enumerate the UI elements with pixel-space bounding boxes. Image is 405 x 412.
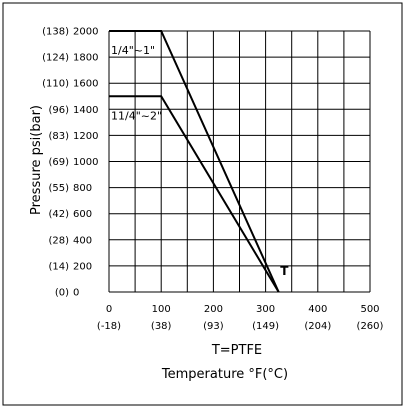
x-tick-label-c: (38) [151, 321, 172, 332]
y-tick-label-bar: (55) [48, 183, 69, 194]
x-tick-labels: 0 (-18) 100 (38) 200 (93) 300 (149) 400 (204) 500 (… [97, 304, 384, 332]
grid [108, 30, 371, 293]
x-tick-label-c: (-18) [97, 321, 121, 332]
series-lines [109, 30, 280, 293]
y-tick-label-psi: 400 [73, 235, 92, 246]
y-tick-label-psi: 800 [73, 183, 92, 194]
y-tick-label-psi: 1200 [73, 131, 98, 142]
x-tick-label-c: (93) [203, 321, 224, 332]
x-tick-label-f: 500 [360, 304, 379, 315]
y-tick-label-psi: 2000 [73, 27, 98, 38]
x-tick-label-c: (260) [357, 321, 384, 332]
y-tick-label-psi: 1400 [73, 105, 98, 116]
y-tick-label-psi: 200 [73, 261, 92, 272]
y-tick-label-bar: (69) [48, 157, 69, 168]
y-tick-label-psi: 1600 [73, 79, 98, 90]
x-tick-label-f: 100 [152, 304, 171, 315]
y-tick-label-bar: (28) [48, 235, 69, 246]
chart-subtitle: T=PTFE [211, 343, 262, 358]
y-tick-label-bar: (83) [48, 131, 69, 142]
series-line-2 [109, 95, 280, 293]
series-label-1: 1/4"~1" [111, 44, 155, 57]
x-tick-label-f: 300 [256, 304, 275, 315]
y-tick-label-bar: (0) [55, 288, 69, 299]
x-tick-label-c: (204) [304, 321, 331, 332]
y-axis-label: Pressure psi(bar) [29, 105, 44, 215]
y-tick-label-bar: (110) [42, 79, 69, 90]
y-tick-label-bar: (138) [42, 27, 69, 38]
annotation-t: T [280, 264, 289, 278]
y-tick-label-psi: 0 [73, 288, 79, 299]
x-tick-label-f: 0 [106, 304, 112, 315]
y-tick-label-psi: 600 [73, 209, 92, 220]
series-line-1 [109, 30, 280, 293]
x-axis-label: Temperature °F(°C) [161, 367, 288, 382]
series-labels: 1/4"~1" 11/4"~2" [111, 44, 162, 122]
y-tick-label-psi: 1000 [73, 157, 98, 168]
y-tick-label-bar: (42) [48, 209, 69, 220]
x-tick-label-c: (149) [252, 321, 279, 332]
y-tick-label-bar: (14) [48, 261, 69, 272]
y-tick-label-bar: (96) [48, 105, 69, 116]
x-tick-label-f: 400 [308, 304, 327, 315]
y-tick-labels: (0) 0 (14) 200 (28) 400 (42) 600 (55) 800 (69) 1000… [42, 27, 98, 299]
y-tick-label-bar: (124) [42, 53, 69, 64]
y-tick-label-psi: 1800 [73, 53, 98, 64]
x-tick-label-f: 200 [204, 304, 223, 315]
annotations: T [280, 264, 289, 278]
series-label-2: 11/4"~2" [111, 109, 162, 122]
chart-frame [2, 2, 403, 406]
